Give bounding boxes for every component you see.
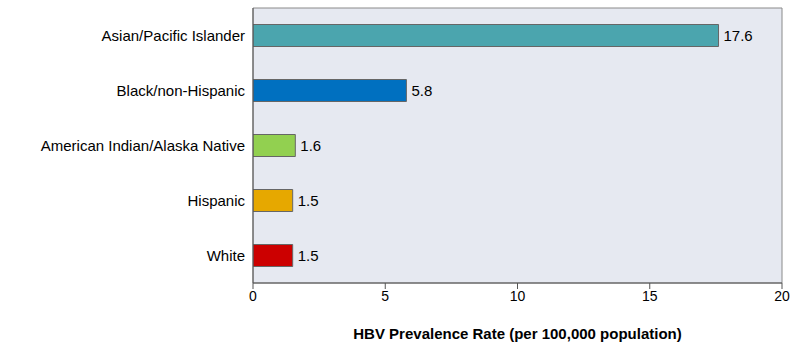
svg-text:15: 15 — [642, 288, 658, 304]
svg-text:10: 10 — [510, 288, 526, 304]
svg-text:17.6: 17.6 — [724, 27, 753, 44]
svg-text:5: 5 — [381, 288, 389, 304]
svg-text:5.8: 5.8 — [411, 82, 432, 99]
svg-text:20: 20 — [774, 288, 790, 304]
svg-text:Hispanic: Hispanic — [187, 192, 245, 209]
svg-text:Black/non-Hispanic: Black/non-Hispanic — [117, 82, 246, 99]
svg-text:HBV Prevalence Rate (per 100,0: HBV Prevalence Rate (per 100,000 populat… — [353, 325, 681, 342]
svg-text:White: White — [207, 247, 245, 264]
svg-text:American Indian/Alaska Native: American Indian/Alaska Native — [41, 137, 245, 154]
svg-text:Asian/Pacific Islander: Asian/Pacific Islander — [102, 27, 245, 44]
svg-text:1.6: 1.6 — [300, 137, 321, 154]
svg-text:1.5: 1.5 — [298, 192, 319, 209]
svg-text:0: 0 — [249, 288, 257, 304]
svg-text:1.5: 1.5 — [298, 247, 319, 264]
